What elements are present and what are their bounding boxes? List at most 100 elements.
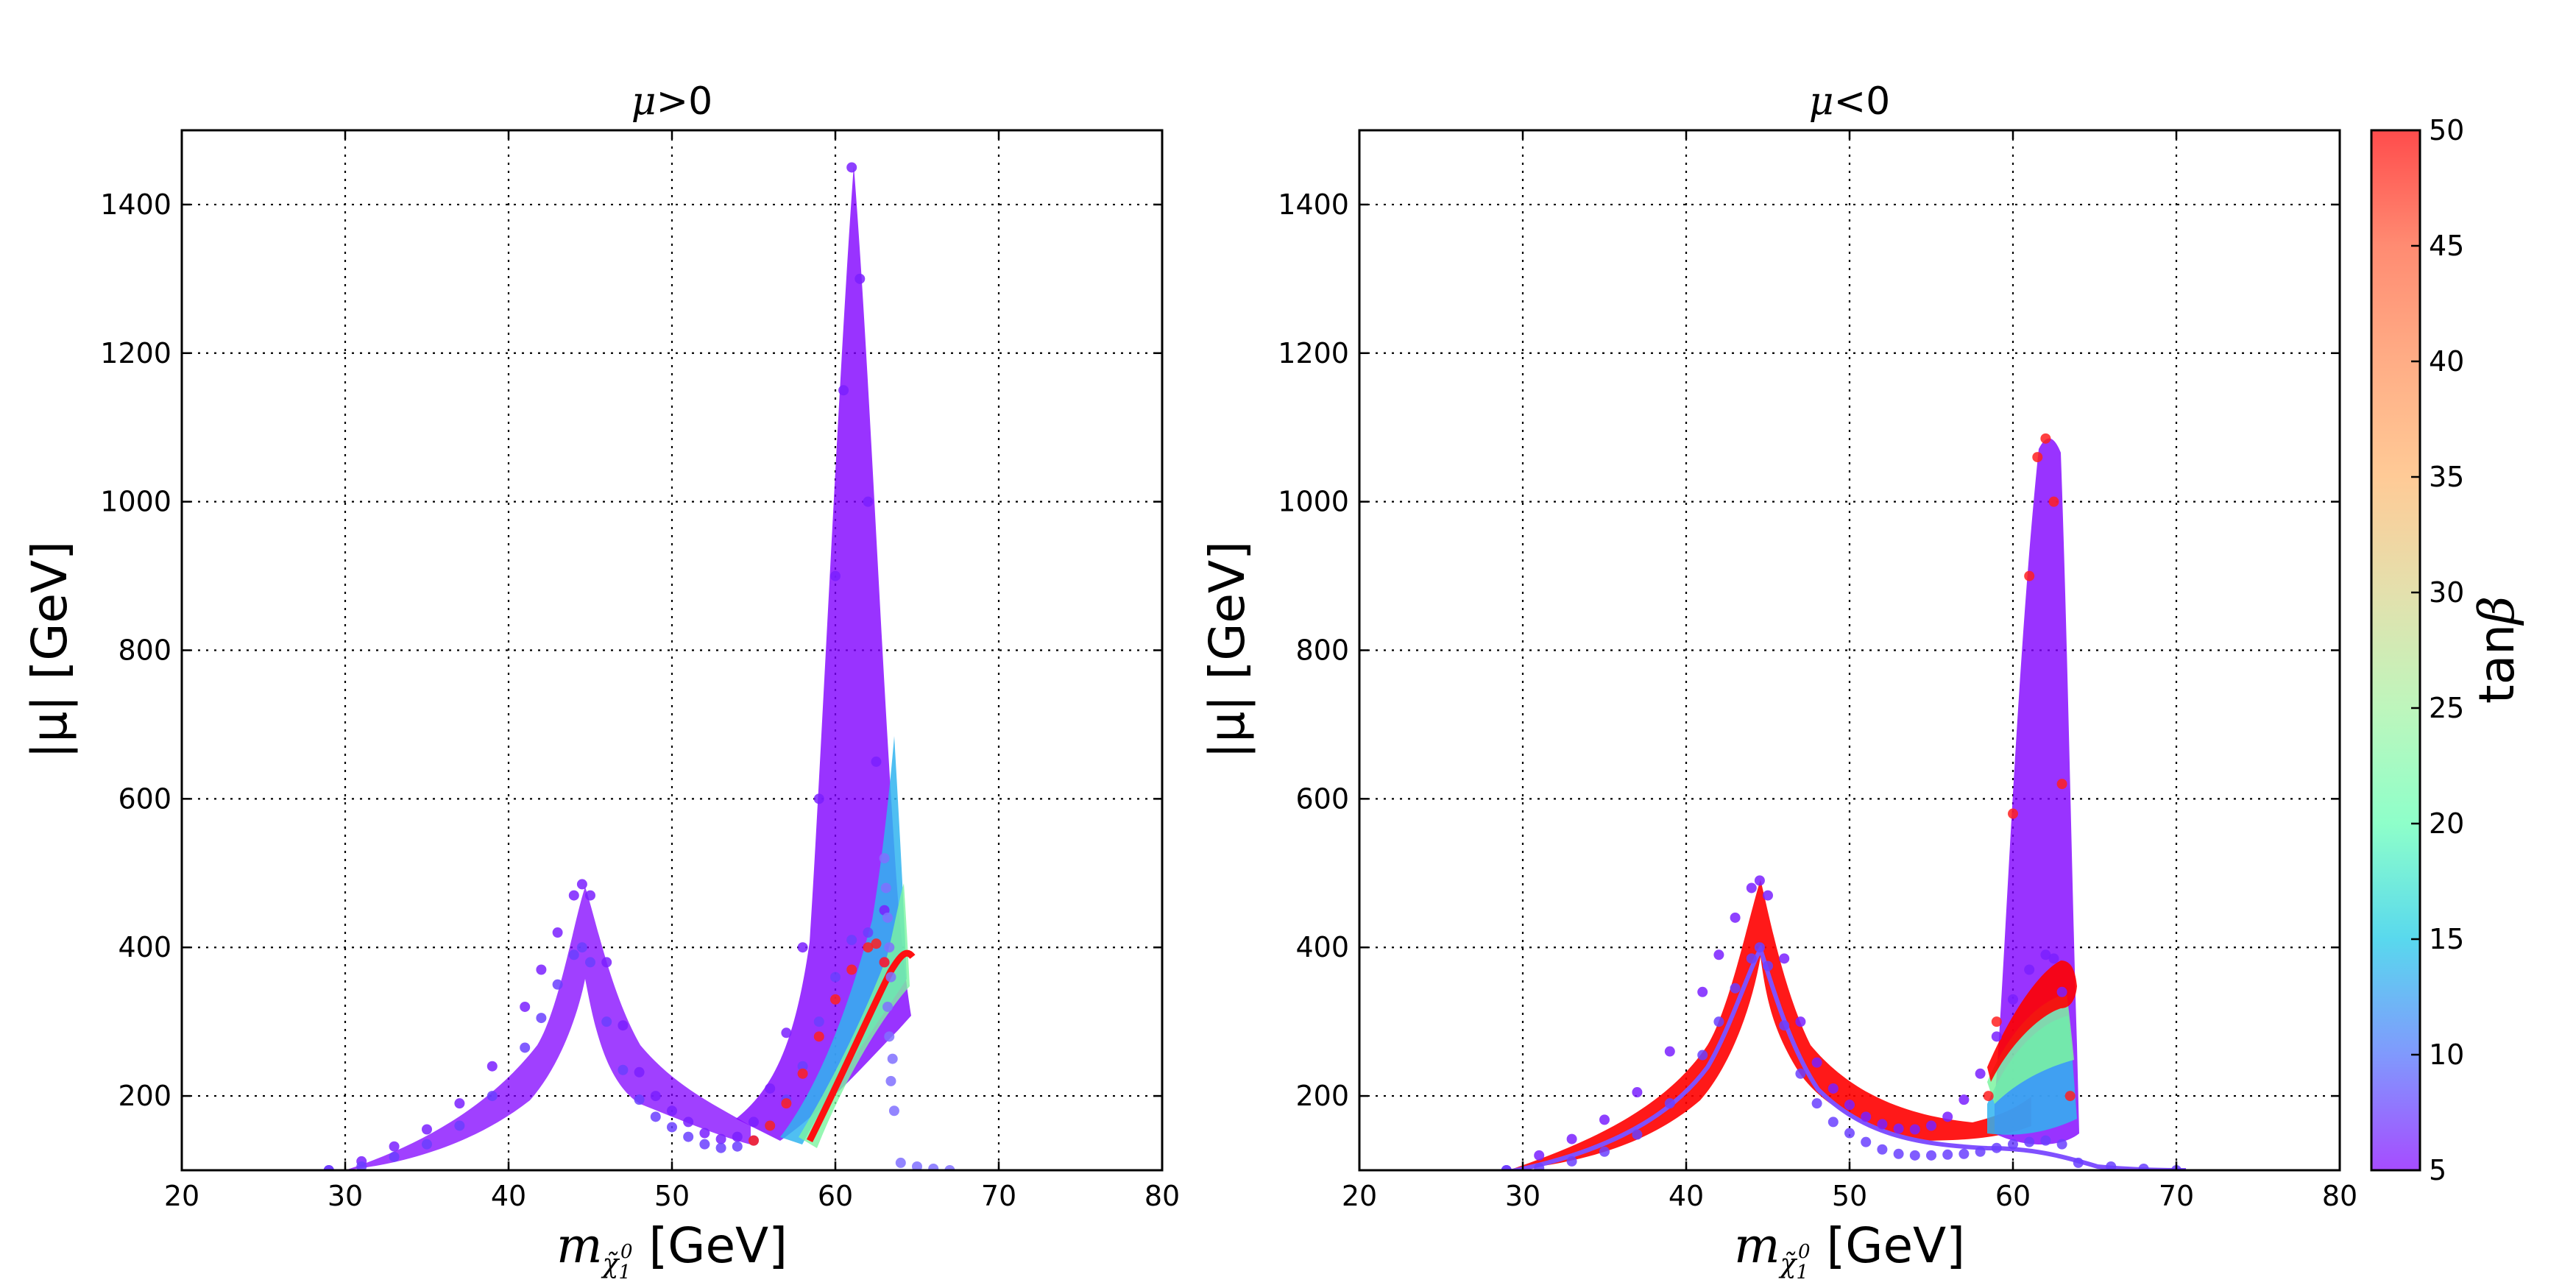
right-data-point bbox=[2138, 1163, 2149, 1170]
right-data-point bbox=[1877, 1144, 1888, 1155]
left-data-point bbox=[830, 994, 841, 1005]
right-data-point bbox=[1599, 1114, 1610, 1125]
left-data-point bbox=[797, 942, 808, 953]
left-y-tick-label: 800 bbox=[118, 634, 171, 667]
colorbar-tick-label: 5 bbox=[2429, 1154, 2446, 1186]
colorbar-label: tanβ bbox=[2469, 596, 2525, 704]
left-data-point bbox=[356, 1161, 367, 1170]
right-data-point bbox=[1942, 1149, 1953, 1160]
left-data-point bbox=[749, 1117, 759, 1128]
left-x-tick-label: 20 bbox=[164, 1180, 199, 1212]
left-x-tick-label: 40 bbox=[491, 1180, 526, 1212]
left-x-tick-label: 30 bbox=[328, 1180, 363, 1212]
left-x-ticks: 20 30 40 50 60 70 80 bbox=[164, 130, 1180, 1212]
left-data-point bbox=[568, 890, 579, 901]
right-y-tick-label: 200 bbox=[1295, 1080, 1349, 1112]
right-data-point bbox=[1713, 949, 1724, 960]
right-data-point bbox=[1893, 1123, 1904, 1134]
colorbar-tick-label: 50 bbox=[2429, 114, 2464, 146]
right-data-point bbox=[1991, 1016, 2002, 1027]
right-data-point bbox=[1958, 1148, 1970, 1159]
right-y-axis-label: |μ| [GeV] bbox=[1199, 541, 1256, 759]
left-y-tick-label: 600 bbox=[118, 782, 171, 815]
right-data-point bbox=[1795, 1016, 1806, 1027]
right-data-point bbox=[1893, 1148, 1904, 1159]
left-x-tick-label: 80 bbox=[1144, 1180, 1180, 1212]
left-data-point bbox=[667, 1122, 677, 1133]
right-data-point bbox=[2008, 994, 2018, 1005]
left-data-point bbox=[879, 853, 890, 864]
right-data-point bbox=[2056, 779, 2067, 790]
right-data-point bbox=[1746, 953, 1757, 964]
right-data-point bbox=[1795, 1068, 1806, 1079]
left-data-point bbox=[797, 1061, 808, 1072]
colorbar-tick-label: 35 bbox=[2429, 461, 2464, 493]
right-title: μ<0 bbox=[1809, 79, 1890, 124]
left-data-point bbox=[797, 1068, 808, 1079]
left-data-point bbox=[552, 979, 563, 990]
colorbar: 5 10 15 20 25 30 35 40 45 50 tanβ bbox=[2370, 114, 2525, 1186]
right-data-point bbox=[2008, 808, 2018, 819]
right-data-point bbox=[1827, 1117, 1839, 1128]
right-data-point bbox=[2048, 496, 2059, 507]
left-data-point bbox=[863, 942, 874, 953]
left-y-tick-label: 400 bbox=[118, 931, 171, 963]
right-data-point bbox=[1779, 1020, 1790, 1031]
left-data-point bbox=[781, 1098, 792, 1109]
left-data-point bbox=[576, 879, 587, 890]
right-data-point bbox=[1909, 1124, 1920, 1135]
right-data-point bbox=[2024, 964, 2035, 975]
right-data-point bbox=[1991, 1142, 2002, 1153]
right-data-point bbox=[1811, 1098, 1822, 1109]
right-data-point bbox=[1926, 1150, 1936, 1161]
left-data-point bbox=[454, 1120, 465, 1131]
left-data-point bbox=[618, 1064, 629, 1075]
right-data-point bbox=[1632, 1129, 1643, 1140]
right-data-point bbox=[1697, 1050, 1708, 1061]
right-data-point bbox=[2073, 1157, 2084, 1168]
right-x-tick-label: 20 bbox=[1342, 1180, 1377, 1212]
right-data-point bbox=[1664, 1046, 1675, 1057]
left-data-point bbox=[830, 972, 841, 983]
left-data-point bbox=[585, 957, 595, 968]
left-data-point bbox=[830, 570, 841, 581]
colorbar-ticks: 5 10 15 20 25 30 35 40 45 50 bbox=[2411, 114, 2464, 1186]
left-scattered-points bbox=[323, 162, 955, 1170]
left-data-point bbox=[422, 1124, 432, 1135]
left-data-point bbox=[882, 912, 894, 923]
left-data-point bbox=[650, 1111, 661, 1122]
left-y-tick-label: 1400 bbox=[100, 188, 171, 221]
right-data-point bbox=[1754, 875, 1765, 886]
right-data-point bbox=[1534, 1162, 1545, 1170]
left-data-point bbox=[323, 1165, 334, 1170]
right-z-funnel-red-band bbox=[1509, 880, 2031, 1170]
left-y-tick-label: 1200 bbox=[100, 337, 171, 369]
left-title: μ>0 bbox=[631, 79, 712, 124]
left-higgs-funnel-band bbox=[736, 166, 911, 1141]
right-data-point bbox=[1599, 1146, 1610, 1157]
left-data-point bbox=[486, 1061, 498, 1072]
left-data-point bbox=[765, 1120, 776, 1131]
right-data-point bbox=[1534, 1150, 1545, 1161]
right-data-point bbox=[1664, 1098, 1675, 1109]
right-high-tanb-hump bbox=[1987, 960, 2077, 1082]
right-data-point bbox=[1844, 1128, 1855, 1139]
right-data-point bbox=[1991, 1031, 2002, 1042]
right-scattered-points bbox=[1501, 433, 2182, 1170]
right-data-point bbox=[2032, 452, 2043, 463]
left-data-point bbox=[422, 1139, 432, 1150]
left-data-point bbox=[601, 1016, 612, 1027]
colorbar-tick-label: 45 bbox=[2429, 230, 2464, 262]
left-data-point bbox=[552, 927, 563, 938]
left-panel: 20 30 40 50 60 70 80 200400600800100012001400 … bbox=[21, 79, 1180, 1284]
right-data-point bbox=[2024, 1136, 2035, 1147]
left-data-point bbox=[928, 1163, 939, 1170]
right-scatter-region bbox=[1501, 433, 2187, 1170]
left-data-point bbox=[732, 1131, 743, 1142]
right-data-point bbox=[2056, 1139, 2067, 1150]
left-x-tick-label: 60 bbox=[818, 1180, 853, 1212]
right-data-point bbox=[2040, 949, 2051, 960]
left-data-point bbox=[585, 890, 595, 901]
left-data-point bbox=[765, 1083, 776, 1094]
right-data-point bbox=[1730, 912, 1741, 923]
